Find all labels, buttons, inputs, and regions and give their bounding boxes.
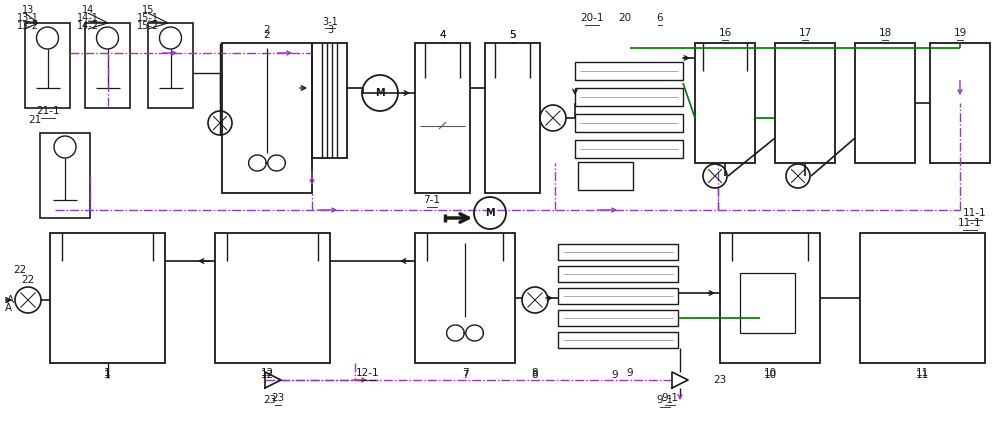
Text: 5: 5 (509, 30, 516, 40)
Text: 23: 23 (713, 375, 727, 385)
Bar (558, 310, 678, 326)
Text: 2: 2 (264, 25, 270, 35)
Text: 14-2: 14-2 (77, 21, 99, 31)
Bar (25, 23, 70, 108)
Text: A: A (6, 295, 14, 305)
Bar (575, 114, 683, 132)
Bar (930, 43, 990, 163)
Bar (695, 43, 755, 163)
Text: 18: 18 (878, 28, 892, 38)
Text: 12: 12 (261, 368, 274, 378)
Text: 16: 16 (718, 28, 732, 38)
Text: 4: 4 (439, 30, 446, 40)
Bar (215, 233, 330, 363)
Bar (485, 43, 540, 193)
Text: 9-1: 9-1 (662, 393, 678, 403)
Bar (312, 43, 347, 158)
Bar (40, 133, 90, 218)
Text: 13-2: 13-2 (17, 21, 39, 31)
Bar (575, 140, 683, 158)
Text: 9: 9 (627, 368, 633, 378)
Text: 13: 13 (22, 5, 34, 15)
Text: 8: 8 (532, 370, 538, 380)
Bar (415, 43, 470, 193)
Bar (740, 273, 795, 333)
Text: 11: 11 (916, 368, 929, 378)
Text: 22: 22 (13, 265, 27, 275)
Text: 11: 11 (916, 370, 929, 380)
Bar (855, 43, 915, 163)
Text: 11-1: 11-1 (963, 208, 987, 218)
Text: 1: 1 (104, 370, 111, 380)
Text: 23: 23 (263, 395, 277, 405)
Text: 7: 7 (462, 370, 468, 380)
Text: 17: 17 (798, 28, 812, 38)
Text: M: M (375, 88, 385, 98)
Text: A: A (4, 303, 12, 313)
Text: 12: 12 (261, 370, 274, 380)
Text: 3: 3 (327, 25, 333, 35)
Text: 8: 8 (532, 368, 538, 378)
Bar (575, 62, 683, 80)
Bar (575, 88, 683, 106)
Text: 15-2: 15-2 (137, 21, 159, 31)
Bar (558, 332, 678, 348)
Text: 19: 19 (953, 28, 967, 38)
Text: 21: 21 (28, 115, 42, 125)
Text: 2: 2 (264, 30, 270, 40)
Text: 11-1: 11-1 (958, 218, 982, 228)
Bar (860, 233, 985, 363)
Text: 10: 10 (763, 368, 777, 378)
Bar (148, 23, 193, 108)
Text: 15-1: 15-1 (137, 13, 159, 23)
Bar (558, 266, 678, 282)
Text: 6: 6 (657, 13, 663, 23)
Text: 12-1: 12-1 (356, 368, 380, 378)
Text: 10: 10 (763, 370, 777, 380)
Text: 3-1: 3-1 (322, 17, 338, 27)
Text: 20: 20 (618, 13, 632, 23)
Text: 9-1: 9-1 (656, 395, 674, 405)
Text: 23: 23 (271, 393, 285, 403)
Bar (720, 233, 820, 363)
Bar (50, 233, 165, 363)
Bar (85, 23, 130, 108)
Bar (775, 43, 835, 163)
Text: 7: 7 (462, 368, 468, 378)
Text: 4: 4 (439, 30, 446, 40)
Text: M: M (485, 208, 495, 218)
Text: 1: 1 (104, 368, 111, 378)
Text: 7-1: 7-1 (424, 195, 440, 205)
Text: 13-1: 13-1 (17, 13, 39, 23)
Text: 14-1: 14-1 (77, 13, 99, 23)
Text: 5: 5 (509, 30, 516, 40)
Text: 9: 9 (612, 370, 618, 380)
Bar (558, 244, 678, 260)
Text: 15: 15 (142, 5, 154, 15)
Text: 20-1: 20-1 (580, 13, 604, 23)
Text: 21-1: 21-1 (36, 106, 60, 116)
Bar (415, 233, 515, 363)
Text: 14: 14 (82, 5, 94, 15)
Bar (558, 288, 678, 304)
Text: 22: 22 (21, 275, 35, 285)
Bar (578, 162, 633, 190)
Bar (222, 43, 312, 193)
